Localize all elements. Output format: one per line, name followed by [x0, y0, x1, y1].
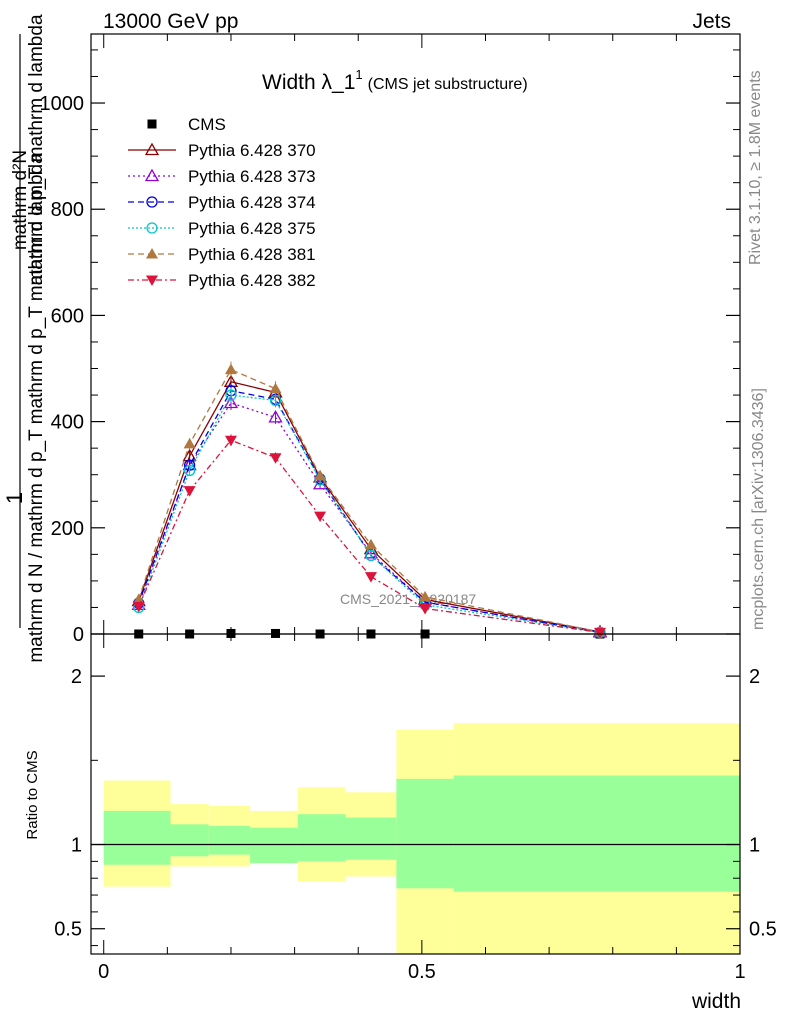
data-point	[224, 435, 237, 447]
ratio-y-tick-label: 0.5	[54, 919, 82, 941]
ratio-inner-band	[103, 810, 171, 865]
series-5	[132, 361, 607, 637]
data-point	[183, 437, 196, 449]
data-point	[419, 604, 432, 615]
ratio-ylabel: Ratio to CMS	[24, 750, 41, 839]
series-line	[138, 402, 601, 634]
legend-marker	[146, 222, 158, 234]
legend-marker	[146, 248, 158, 259]
ratio-inner-band	[396, 778, 454, 889]
legend-marker	[144, 168, 160, 182]
ratio-inner-band	[170, 824, 209, 857]
ylabel-bottom: mathrm d N / mathrm d p_T mathrm d p_T m…	[26, 153, 47, 663]
series-line	[138, 394, 601, 634]
ratio-inner-band	[345, 817, 397, 860]
legend-marker	[144, 142, 160, 156]
ratio-axes: 0.5 0.51 12 20 0.5 1	[54, 634, 777, 983]
data-point	[365, 549, 377, 562]
legend-label: Pythia 6.428 373	[188, 167, 316, 186]
legend: CMS Pythia 6.428 370 Pythia 6.428 373 Pythi…	[128, 115, 316, 290]
data-point	[363, 545, 379, 559]
data-point	[183, 486, 196, 497]
ratio-x-tick-label: 0.5	[408, 961, 436, 983]
legend-entry: CMS	[147, 115, 226, 134]
ratio-x-tick-label: 1	[734, 961, 745, 983]
legend-entry: Pythia 6.428 382	[128, 271, 316, 290]
legend-entry: Pythia 6.428 374	[128, 193, 316, 212]
ratio-y-tick-label-right: 0.5	[749, 919, 777, 941]
title-sub: (CMS jet substructure)	[368, 76, 528, 93]
legend-label: Pythia 6.428 375	[188, 219, 316, 238]
data-point	[224, 363, 237, 375]
legend-label: Pythia 6.428 381	[188, 245, 316, 264]
data-point	[594, 627, 607, 639]
header-right: Jets	[692, 10, 731, 33]
ylabel-numerator: mathrm d²N	[10, 150, 31, 250]
series-line	[138, 368, 601, 633]
header-left: 13000 GeV pp	[103, 10, 238, 33]
legend-label: Pythia 6.428 370	[188, 141, 316, 160]
plot-title: Width λ_11 (CMS jet substructure)	[262, 67, 528, 94]
legend-label: Pythia 6.428 374	[188, 193, 316, 212]
data-point	[269, 382, 282, 394]
y-tick-label: 200	[51, 518, 84, 540]
legend-entry: Pythia 6.428 381	[128, 245, 316, 264]
legend-marker	[147, 119, 157, 129]
ratio-bands	[91, 723, 740, 954]
ylabel-top: 1	[2, 492, 27, 504]
legend-entry: Pythia 6.428 375	[128, 219, 316, 238]
series-line	[138, 381, 601, 633]
y-tick-label: 600	[51, 305, 84, 327]
data-point	[364, 538, 377, 550]
ratio-inner-band	[250, 827, 298, 864]
title-main: Width λ_1	[262, 71, 355, 94]
legend-label: Pythia 6.428 382	[188, 271, 316, 290]
data-point	[132, 593, 145, 604]
ratio-inner-band	[208, 826, 251, 855]
ratio-y-tick-label-right: 1	[749, 835, 760, 857]
main-y-axis: 0 200 400 600 800 1000	[40, 34, 741, 646]
y-tick-label: 0	[73, 624, 84, 646]
y-tick-label: 400	[51, 412, 84, 434]
data-point	[419, 590, 432, 602]
data-point	[183, 464, 196, 477]
main-ylabel: 1 mathrm d N / mathrm d p_T mathrm d p_T…	[2, 14, 47, 663]
series-line	[138, 439, 601, 634]
legend-marker	[146, 196, 158, 208]
ratio-panel-frame	[90, 633, 741, 955]
main-series-group	[131, 361, 608, 639]
legend-entry: Pythia 6.428 370	[128, 141, 316, 160]
data-point	[268, 410, 283, 423]
data-point	[225, 389, 237, 401]
data-point	[132, 601, 145, 613]
series-6	[132, 434, 607, 639]
legend-entry: Pythia 6.428 373	[128, 167, 316, 186]
ratio-inner-band	[453, 775, 740, 892]
data-point	[314, 469, 327, 481]
data-point	[269, 453, 282, 464]
rivet-label: Rivet 3.1.10, ≥ 1.8M events	[747, 70, 764, 265]
y-tick-label: 1000	[40, 93, 85, 115]
legend-marker	[146, 275, 158, 286]
ratio-inner-band	[297, 814, 346, 862]
ylabel-denominator: mathrm d p_T mathrm d lambda	[26, 14, 47, 285]
ratio-xlabel: width	[691, 990, 741, 1013]
legend-label: CMS	[188, 115, 226, 134]
ratio-x-tick-label: 0	[98, 961, 109, 983]
data-point	[314, 511, 327, 523]
data-point	[364, 572, 377, 583]
mcplots-label: mcplots.cern.ch [arXiv:1306.3436]	[750, 388, 767, 630]
data-point	[223, 395, 239, 409]
ratio-y-tick-label: 2	[71, 666, 82, 688]
ratio-y-tick-label: 1	[71, 835, 82, 857]
ratio-y-tick-label-right: 2	[749, 666, 760, 688]
y-tick-label: 800	[51, 199, 84, 221]
title-sup: 1	[355, 67, 362, 82]
